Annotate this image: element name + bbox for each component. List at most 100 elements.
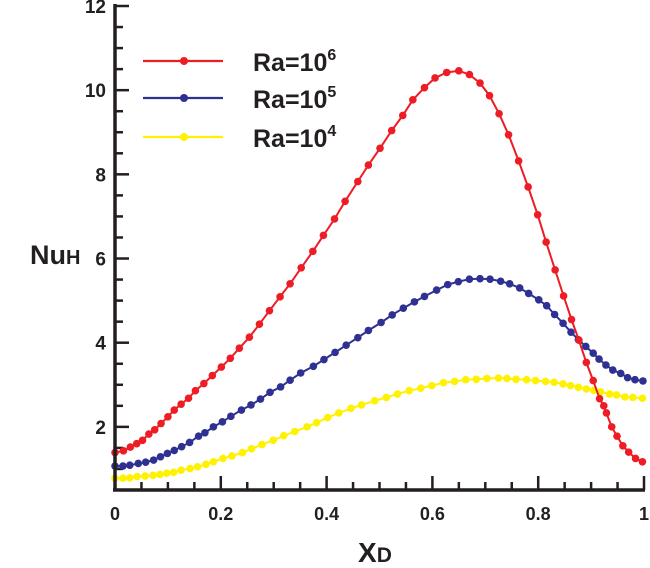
data-point — [235, 344, 244, 352]
data-point — [370, 396, 379, 405]
data-point — [228, 452, 236, 460]
data-point — [201, 428, 209, 437]
data-point — [312, 418, 321, 427]
series-line — [114, 69, 643, 463]
data-point — [551, 266, 559, 274]
y-tick-label: 10 — [85, 81, 106, 102]
data-point — [247, 444, 256, 453]
data-point — [209, 458, 218, 466]
data-point — [524, 183, 532, 191]
data-point — [382, 393, 391, 402]
data-point — [476, 79, 484, 87]
data-point — [357, 401, 366, 409]
x-axis-label: XD — [358, 537, 392, 568]
y-axis-label: NuH — [30, 240, 80, 270]
axes — [113, 4, 645, 492]
series-Ra=10^6 — [111, 67, 647, 466]
legend-label: Ra=106 — [253, 47, 336, 77]
y-tick-label: 4 — [95, 334, 106, 355]
data-point — [574, 383, 583, 392]
data-point — [420, 292, 429, 301]
y-tick-label: 2 — [95, 418, 106, 439]
data-point — [388, 311, 396, 319]
data-point — [191, 386, 200, 395]
data-point — [309, 362, 318, 371]
data-point — [428, 381, 436, 390]
data-point — [156, 452, 165, 461]
data-point — [286, 279, 294, 288]
data-point — [217, 363, 226, 371]
data-point — [186, 464, 194, 473]
data-point — [589, 349, 598, 358]
data-point — [541, 377, 550, 386]
data-point — [157, 419, 165, 428]
legend-item: Ra=106 — [143, 47, 336, 77]
data-point — [559, 319, 567, 328]
x-tick-label: 0.2 — [208, 504, 233, 524]
legend-marker — [180, 94, 188, 102]
y-tick-label: 6 — [95, 250, 106, 271]
data-point — [420, 83, 429, 92]
legend-label-base: Ra=10 — [253, 86, 327, 114]
data-point — [334, 409, 343, 417]
x-tick-label: 0.4 — [314, 504, 339, 524]
data-point — [303, 423, 311, 431]
y-tick-label: 12 — [85, 0, 106, 18]
data-point — [219, 454, 227, 463]
data-point — [291, 427, 299, 436]
data-point — [258, 440, 266, 449]
data-point — [638, 458, 647, 466]
data-point — [619, 442, 627, 450]
data-point — [461, 375, 470, 384]
data-point — [177, 442, 186, 451]
data-point — [149, 471, 157, 480]
data-point — [504, 130, 513, 139]
legend-label: Ra=105 — [253, 84, 336, 114]
data-point — [177, 400, 185, 408]
data-point — [410, 298, 419, 306]
data-point — [515, 284, 524, 292]
data-point — [431, 74, 439, 82]
data-point — [309, 247, 317, 256]
x-tick-label: 0.8 — [526, 504, 551, 524]
data-point — [624, 448, 633, 456]
data-point — [631, 375, 639, 384]
data-point — [194, 432, 203, 440]
data-point — [613, 432, 621, 440]
data-point — [319, 231, 328, 240]
data-point — [138, 436, 147, 445]
data-point — [185, 438, 194, 447]
data-point — [126, 473, 134, 482]
data-point — [559, 380, 567, 388]
data-point — [589, 376, 598, 385]
data-point — [320, 355, 328, 364]
data-point — [341, 197, 349, 206]
data-point — [550, 378, 558, 387]
data-point — [542, 301, 551, 310]
data-point — [354, 333, 362, 342]
data-point — [276, 293, 284, 301]
data-point — [559, 292, 568, 300]
data-point — [133, 472, 142, 481]
data-point — [612, 391, 621, 399]
data-point — [218, 418, 227, 426]
data-point — [566, 381, 575, 390]
data-point — [602, 361, 610, 369]
data-point — [126, 443, 135, 451]
data-point — [276, 383, 285, 391]
data-point — [163, 469, 171, 477]
data-point — [141, 472, 149, 480]
data-point — [126, 461, 134, 469]
data-point — [266, 388, 274, 397]
data-point — [582, 358, 591, 367]
data-point — [150, 426, 159, 434]
data-point — [200, 379, 208, 388]
data-point — [164, 412, 172, 421]
data-point — [132, 439, 141, 448]
data-point — [265, 306, 274, 315]
legend-label-exponent: 5 — [327, 84, 336, 101]
x-tick-label: 1 — [639, 504, 649, 524]
data-point — [256, 395, 265, 403]
series-Ra=10^4 — [111, 374, 647, 483]
